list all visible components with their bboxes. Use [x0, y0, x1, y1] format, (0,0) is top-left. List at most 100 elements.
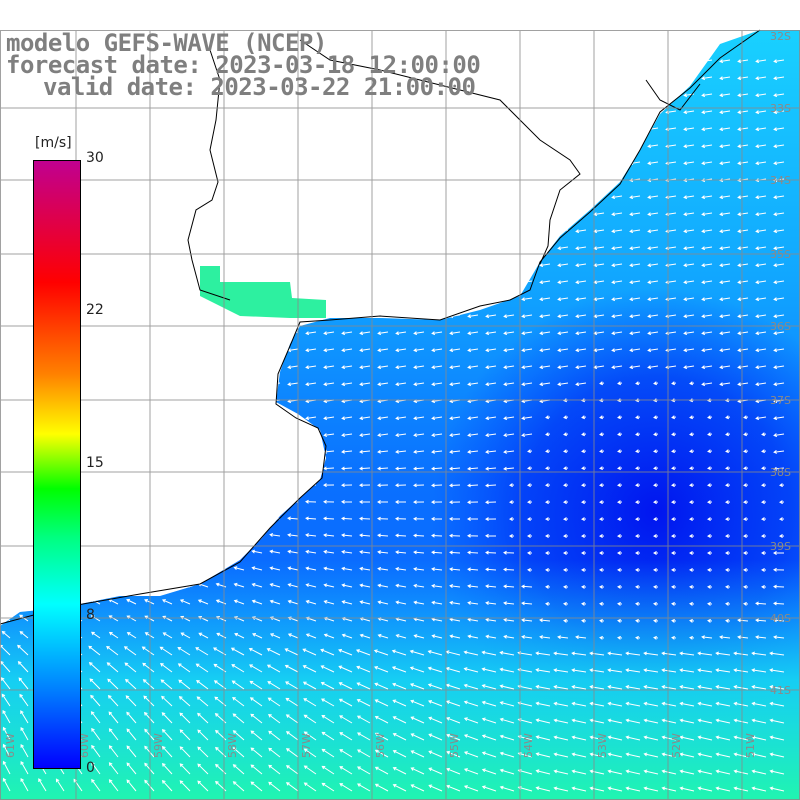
wind-arrow	[287, 382, 299, 387]
wind-arrow	[323, 348, 335, 353]
wind-arrow	[701, 246, 713, 251]
wind-arrow	[449, 600, 461, 605]
wind-arrow	[737, 195, 749, 200]
wind-arrow	[179, 127, 191, 132]
wind-arrow	[557, 110, 569, 115]
wind-arrow	[593, 195, 605, 200]
wind-arrow	[89, 127, 101, 132]
wind-arrow	[392, 749, 407, 758]
wind-arrow	[269, 212, 281, 217]
wind-arrow	[215, 416, 227, 421]
wind-arrow	[377, 550, 389, 555]
wind-arrow	[374, 682, 389, 690]
wind-arrow	[589, 718, 605, 724]
wind-arrow	[503, 161, 515, 166]
wind-arrow	[359, 499, 371, 504]
wind-arrow	[197, 763, 209, 775]
wind-arrow	[341, 229, 353, 234]
wind-arrow	[377, 433, 389, 438]
wind-arrow	[269, 246, 281, 251]
wind-arrow	[341, 633, 353, 639]
wind-arrow	[485, 416, 497, 421]
wind-arrow	[503, 382, 515, 387]
wind-arrow	[697, 769, 713, 775]
lon-label: 61W	[4, 733, 17, 758]
wind-arrow	[773, 127, 785, 132]
wind-arrow	[233, 416, 245, 421]
wind-arrow	[607, 668, 623, 673]
wind-arrow	[643, 735, 659, 741]
wind-arrow	[535, 752, 551, 758]
wind-arrow	[661, 651, 677, 656]
wind-arrow	[233, 246, 245, 251]
wind-arrow	[653, 483, 659, 488]
wind-arrow	[17, 515, 29, 520]
wind-arrow	[17, 382, 29, 387]
wind-arrow	[143, 549, 155, 554]
wind-arrow	[249, 697, 263, 707]
wind-arrow	[503, 466, 515, 471]
wind-arrow	[395, 433, 407, 438]
wind-arrow	[230, 647, 245, 656]
wind-arrow	[197, 348, 209, 353]
wind-arrow	[377, 449, 389, 454]
wind-arrow	[751, 769, 767, 775]
wind-arrow	[161, 433, 173, 438]
wind-arrow	[18, 598, 29, 605]
wind-arrow	[661, 668, 677, 673]
wind-arrow	[725, 567, 731, 572]
wind-arrow	[467, 229, 479, 234]
wind-arrow	[557, 246, 569, 251]
wind-arrow	[581, 551, 587, 555]
wind-arrow	[521, 331, 533, 336]
wind-arrow	[107, 548, 119, 554]
wind-arrow	[161, 582, 173, 588]
wind-arrow	[179, 549, 191, 554]
wind-arrow	[0, 110, 11, 115]
wind-arrow	[611, 59, 623, 64]
wind-arrow	[773, 416, 785, 421]
wind-arrow	[629, 263, 641, 268]
wind-arrow	[773, 449, 785, 454]
wind-arrow	[233, 499, 245, 504]
wind-arrow	[671, 551, 677, 555]
wind-arrow	[545, 584, 551, 589]
wind-arrow	[545, 500, 551, 505]
wind-arrow	[143, 499, 155, 504]
wind-arrow	[431, 161, 443, 166]
wind-arrow	[161, 331, 173, 336]
wind-arrow	[719, 297, 731, 302]
lat-label: 40S	[770, 612, 791, 625]
wind-arrow	[197, 127, 209, 132]
wind-arrow	[232, 764, 245, 775]
wind-arrow	[323, 600, 335, 605]
wind-arrow	[413, 433, 425, 438]
wind-arrow	[671, 415, 677, 420]
wind-arrow	[410, 750, 425, 758]
wind-arrow	[661, 685, 677, 690]
wind-arrow	[179, 263, 191, 268]
wind-arrow	[287, 212, 299, 217]
wind-arrow	[671, 449, 677, 454]
wind-arrow	[391, 649, 407, 656]
wind-arrow	[653, 415, 659, 420]
wind-arrow	[503, 348, 515, 353]
wind-arrow	[653, 500, 659, 505]
wind-arrow	[410, 699, 425, 707]
wind-arrow	[71, 127, 83, 132]
wind-arrow	[161, 565, 173, 571]
wind-arrow	[215, 365, 227, 370]
wind-arrow	[607, 752, 623, 758]
wind-arrow	[581, 432, 587, 437]
wind-arrow	[341, 566, 353, 571]
wind-arrow	[108, 728, 119, 741]
wind-arrow	[126, 598, 137, 605]
wind-arrow	[17, 365, 29, 370]
wind-arrow	[743, 466, 749, 471]
wind-arrow	[737, 110, 749, 115]
wind-arrow	[287, 449, 299, 454]
wind-arrow	[197, 729, 209, 741]
wind-arrow	[575, 144, 587, 149]
wind-arrow	[697, 735, 713, 741]
wind-arrow	[107, 499, 119, 504]
